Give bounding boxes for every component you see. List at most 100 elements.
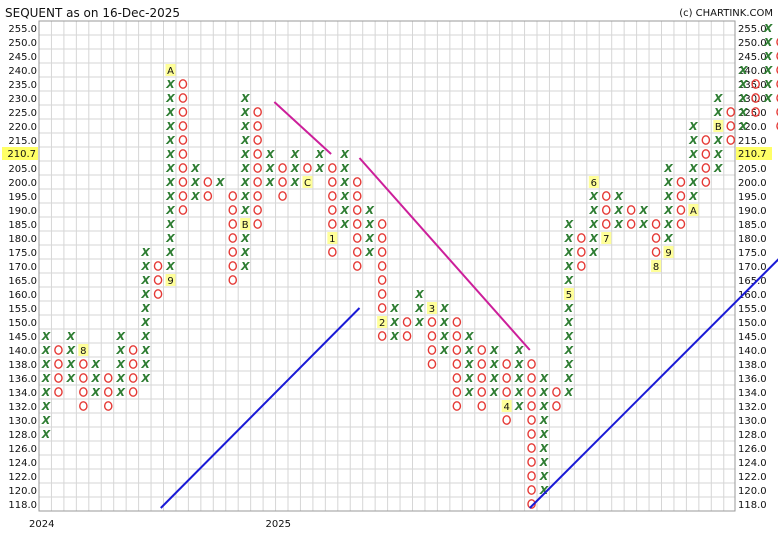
- x-mark: X: [315, 162, 325, 175]
- x-mark: X: [215, 176, 225, 189]
- o-mark: [153, 289, 163, 299]
- y-tick-label-right: 126.0: [738, 444, 767, 455]
- x-mark: X: [66, 330, 76, 343]
- y-tick-label-right: 195.0: [738, 192, 767, 203]
- o-mark: [776, 80, 778, 88]
- o-mark: [153, 261, 163, 271]
- x-mark: X: [240, 106, 250, 119]
- o-mark: [701, 135, 711, 145]
- month-marker-bg: [713, 120, 724, 132]
- pnf-column: 2: [377, 219, 388, 341]
- o-mark: [54, 359, 63, 369]
- pnf-column: [128, 345, 138, 397]
- y-tick-label-right: 122.0: [738, 472, 767, 483]
- month-marker-bg: [688, 204, 699, 216]
- y-tick-label-right: 136.0: [738, 374, 767, 385]
- x-mark: X: [364, 246, 374, 259]
- o-mark: [577, 233, 586, 243]
- x-mark: X: [688, 176, 698, 189]
- x-mark: X: [340, 148, 350, 161]
- x-mark: X: [713, 92, 723, 105]
- x-mark: X: [514, 400, 524, 413]
- y-tick-label-left: 215.0: [8, 136, 37, 147]
- o-mark: [128, 359, 138, 369]
- o-mark: [352, 247, 362, 257]
- o-mark: [452, 373, 462, 383]
- month-marker-bg: [78, 344, 89, 356]
- y-tick-label-left: 124.0: [8, 458, 37, 469]
- month-marker: 8: [80, 346, 86, 357]
- x-mark: X: [364, 204, 374, 217]
- x-mark: X: [663, 232, 673, 245]
- y-tick-label-left: 136.0: [8, 374, 37, 385]
- o-mark: [377, 261, 387, 271]
- x-mark: X: [315, 148, 325, 161]
- y-tick-label-right: 132.0: [738, 402, 767, 413]
- o-mark: [577, 261, 586, 271]
- pnf-column: 7: [601, 191, 612, 245]
- o-mark: [776, 52, 778, 60]
- month-marker: 7: [603, 234, 609, 245]
- y-tick-label-right: 155.0: [738, 304, 767, 315]
- pnf-column: [527, 359, 536, 509]
- month-marker: 4: [503, 402, 509, 413]
- y-tick-label-left: 126.0: [8, 444, 37, 455]
- x-mark: X: [340, 190, 350, 203]
- x-mark: X: [613, 204, 623, 217]
- pnf-column: [278, 163, 287, 201]
- o-mark: [377, 219, 387, 229]
- y-tick-label-left: 160.0: [8, 290, 37, 301]
- o-mark: [527, 415, 536, 425]
- x-mark: X: [414, 316, 424, 329]
- o-mark: [178, 121, 188, 131]
- y-tick-label-right: 120.0: [738, 486, 767, 497]
- o-mark: [228, 275, 238, 285]
- x-mark: X: [340, 204, 350, 217]
- pnf-column: C: [302, 163, 313, 189]
- y-tick-label-left: 255.0: [8, 24, 37, 35]
- x-mark: X: [663, 204, 673, 217]
- x-mark: X: [539, 386, 549, 399]
- y-tick-label-right: 190.0: [738, 206, 767, 217]
- y-tick-label-right: 150.0: [738, 318, 767, 329]
- pnf-column: X: [215, 176, 225, 189]
- month-marker-bg: [165, 64, 176, 76]
- x-mark: X: [738, 78, 748, 91]
- x-mark: X: [190, 162, 200, 175]
- o-mark: [776, 38, 778, 46]
- y-tick-label-left: 138.0: [8, 360, 37, 371]
- y-tick-label-left: 220.0: [8, 122, 37, 133]
- x-mark: X: [240, 92, 250, 105]
- x-mark: X: [165, 204, 175, 217]
- o-mark: [103, 387, 113, 397]
- o-mark: [153, 275, 163, 285]
- y-tick-label-left: 170.0: [8, 262, 37, 273]
- x-mark: X: [738, 120, 748, 133]
- month-marker: 8: [653, 262, 659, 273]
- x-mark: X: [41, 358, 51, 371]
- x-mark: X: [140, 288, 150, 301]
- y-tick-label-left: 225.0: [8, 108, 37, 119]
- o-mark: [726, 121, 736, 131]
- o-mark: [427, 317, 437, 327]
- o-mark: [601, 219, 611, 229]
- month-marker-bg: [601, 232, 612, 244]
- y-tick-label-right: 130.0: [738, 416, 767, 427]
- o-mark: [776, 94, 778, 102]
- x-mark: X: [564, 246, 574, 259]
- x-mark: X: [663, 162, 673, 175]
- x-mark: X: [564, 232, 574, 245]
- o-mark: [527, 485, 536, 495]
- month-marker-bg: [663, 246, 674, 258]
- pnf-column: [203, 177, 213, 201]
- x-mark: X: [140, 330, 150, 343]
- x-mark: X: [638, 204, 648, 217]
- month-marker-bg: [651, 260, 662, 272]
- y-tick-label-right: 255.0: [738, 24, 767, 35]
- x-mark: X: [514, 344, 524, 357]
- x-mark: X: [91, 372, 101, 385]
